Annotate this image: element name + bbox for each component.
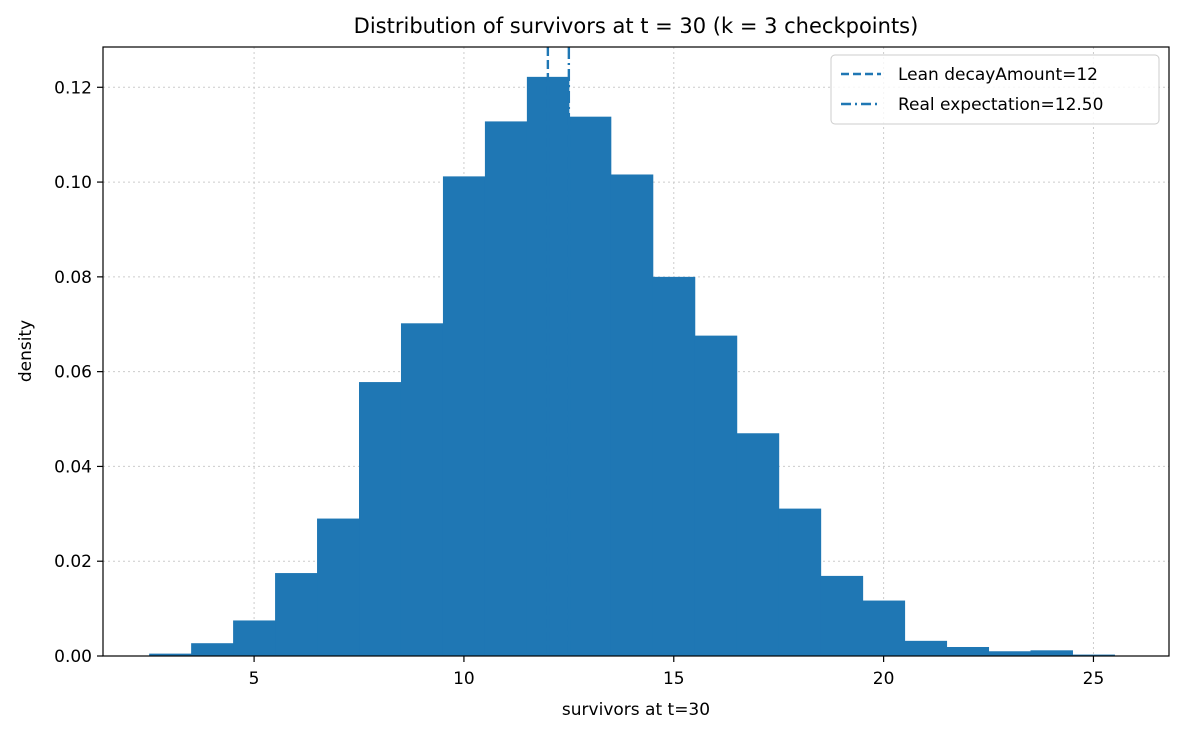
histogram-bar [359, 382, 402, 656]
legend-label-real: Real expectation=12.50 [898, 95, 1103, 115]
histogram-bar [233, 620, 276, 656]
histogram-bar [820, 575, 864, 656]
x-tick-label: 10 [453, 669, 475, 689]
bars [149, 76, 1115, 657]
y-tick-label: 0.00 [54, 647, 92, 667]
histogram-bar [862, 600, 906, 656]
y-tick-label: 0.06 [54, 363, 92, 383]
histogram-bar [484, 121, 528, 657]
plot-frame [102, 46, 1170, 657]
histogram-bar [317, 518, 360, 656]
x-axis-label: survivors at t=30 [562, 700, 710, 720]
x-tick-label: 15 [663, 669, 685, 689]
histogram-bar [946, 646, 990, 656]
histogram-bar [904, 640, 948, 656]
histogram-bar [778, 508, 822, 656]
grid [103, 47, 1169, 657]
histogram-bar [442, 176, 486, 656]
histogram-bar [275, 573, 318, 656]
y-tick-label: 0.04 [54, 457, 92, 477]
x-tick-label: 25 [1083, 669, 1105, 689]
histogram-bar [1030, 650, 1073, 656]
histogram-bar [1072, 654, 1115, 656]
y-axis-label: density [16, 320, 36, 382]
y-axis-ticks: 0.00 0.02 0.04 0.06 0.08 0.10 0.12 [54, 78, 103, 667]
y-tick-label: 0.08 [54, 268, 92, 288]
histogram-bar [652, 276, 696, 656]
histogram-bar [568, 116, 612, 656]
legend-box [830, 54, 1160, 125]
x-axis-ticks: 5 10 15 20 25 [249, 656, 1105, 689]
histogram-bar [694, 335, 738, 656]
x-tick-label: 5 [249, 669, 260, 689]
histogram-bar [149, 653, 192, 656]
histogram-bar [988, 651, 1032, 656]
histogram-bar [736, 433, 780, 656]
x-tick-label: 20 [873, 669, 895, 689]
histogram-bar [191, 643, 234, 656]
legend: Lean decayAmount=12 Real expectation=12.… [830, 54, 1160, 125]
y-tick-label: 0.10 [54, 173, 92, 193]
chart-title: Distribution of survivors at t = 30 (k =… [354, 14, 919, 38]
y-tick-label: 0.12 [54, 78, 92, 98]
reference-lines [546, 47, 571, 656]
histogram-bar [610, 174, 654, 656]
histogram-bar [400, 323, 444, 656]
y-tick-label: 0.02 [54, 552, 92, 572]
legend-label-lean: Lean decayAmount=12 [898, 65, 1098, 85]
